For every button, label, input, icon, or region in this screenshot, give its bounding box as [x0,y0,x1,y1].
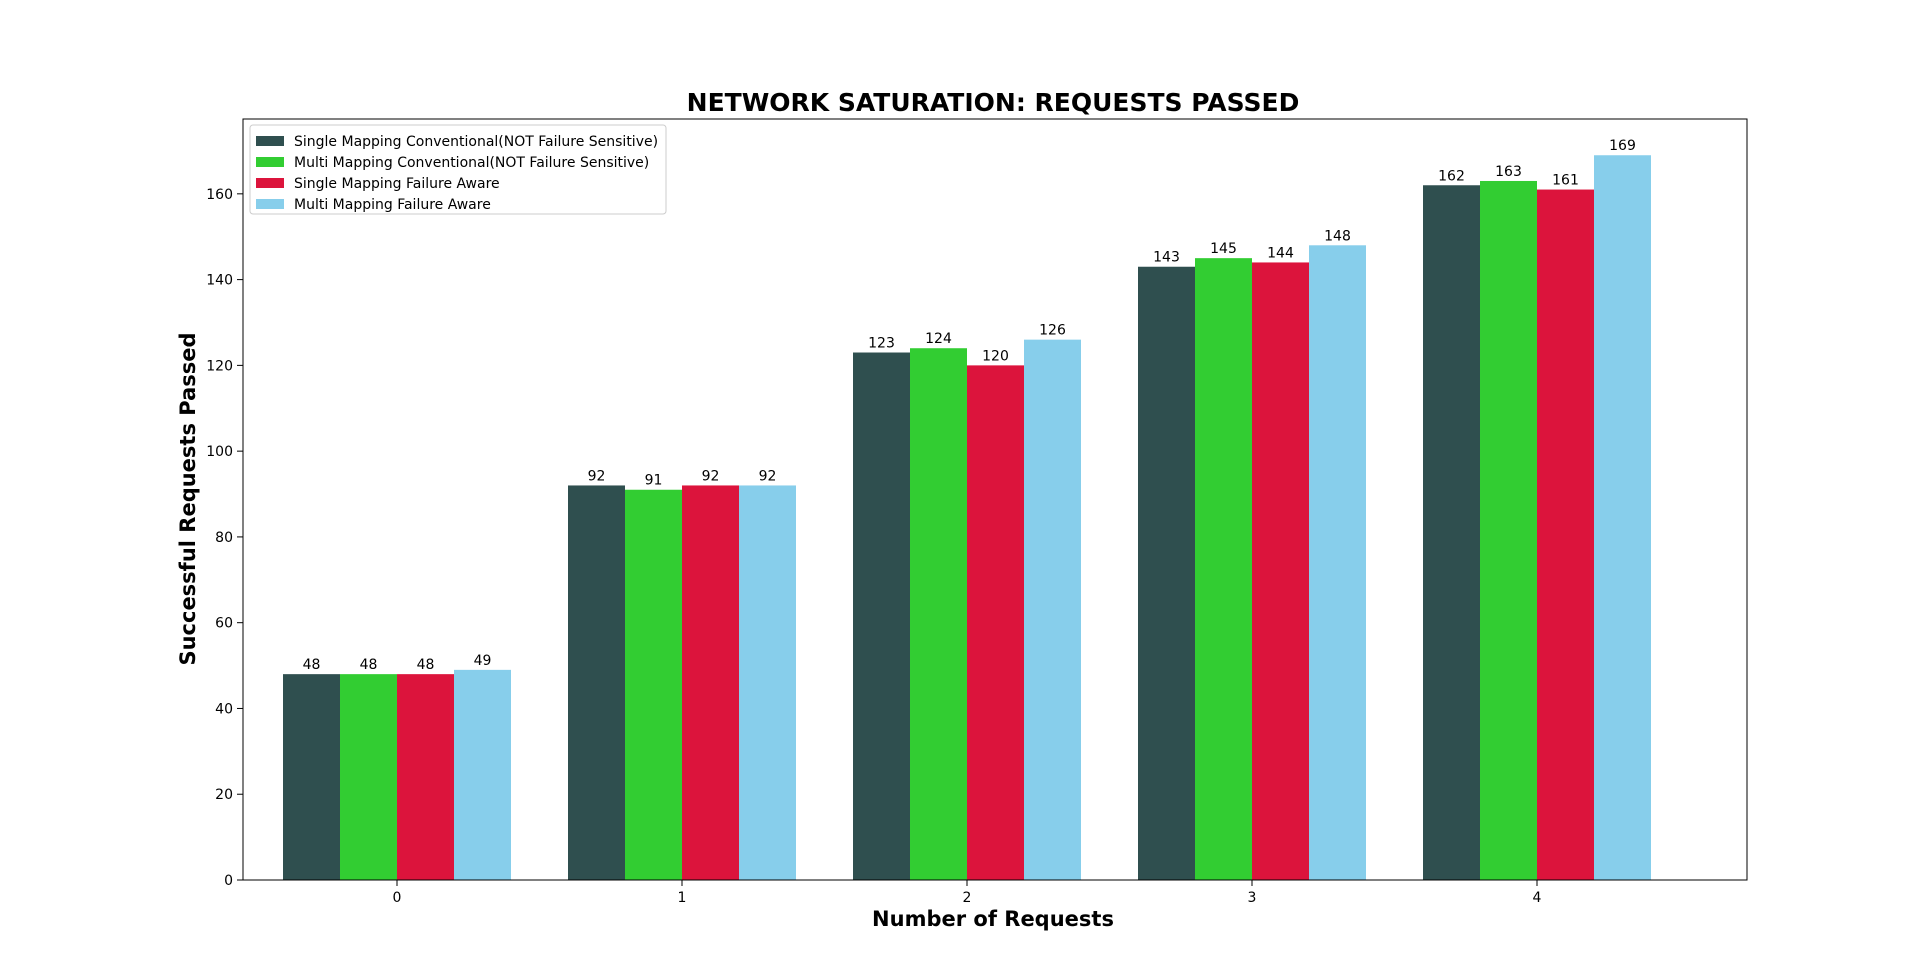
data-label: 161 [1552,173,1579,189]
bar [568,485,625,880]
plot-frame [242,118,1748,881]
bar [1252,262,1309,880]
legend-swatch [256,178,284,188]
data-label: 143 [1153,250,1180,266]
data-label: 48 [417,657,435,673]
bar [1138,266,1195,880]
y-tick-label: 0 [224,873,233,889]
bar [1423,185,1480,880]
data-label: 48 [360,657,378,673]
x-tick-label: 0 [393,890,402,906]
legend-entry: Multi Mapping Conventional(NOT Failure S… [294,155,649,171]
data-label: 123 [868,336,895,352]
x-tick-label: 4 [1533,890,1542,906]
bar [682,485,739,880]
data-label: 126 [1039,323,1066,339]
bar [1024,339,1081,880]
data-label: 92 [588,468,606,484]
y-axis-label: Successful Requests Passed [176,332,200,665]
data-label: 148 [1324,228,1351,244]
legend-box [249,124,667,215]
bar [283,674,340,880]
data-label: 162 [1438,168,1465,184]
data-label: 163 [1495,164,1522,180]
data-label: 92 [702,468,720,484]
bar [967,365,1024,880]
data-label: 124 [925,331,952,347]
x-tick-label: 2 [963,890,972,906]
bar [739,485,796,880]
bar [397,674,454,880]
legend-swatch [256,136,284,146]
legend-swatch [256,199,284,209]
bar [1480,180,1537,880]
chart-title: NETWORK SATURATION: REQUESTS PASSED [687,88,1300,117]
y-tick-label: 60 [215,616,233,632]
data-label: 48 [303,657,321,673]
data-label: 169 [1609,138,1636,154]
bar [625,489,682,880]
legend-entry: Single Mapping Conventional(NOT Failure … [294,134,658,150]
legend-swatch [256,157,284,167]
bar [1594,155,1651,880]
data-label: 144 [1267,245,1294,261]
x-tick-label: 1 [678,890,687,906]
bar [1537,189,1594,880]
data-label: 92 [759,468,777,484]
y-tick-label: 40 [215,701,233,717]
y-tick-label: 20 [215,787,233,803]
data-label: 120 [982,348,1009,364]
x-axis-label: Number of Requests [872,907,1114,931]
bar [454,669,511,880]
y-tick-label: 100 [206,444,233,460]
legend-entry: Single Mapping Failure Aware [294,176,500,192]
x-tick-label: 3 [1248,890,1257,906]
y-tick-label: 160 [206,187,233,203]
bar [910,348,967,880]
y-tick-label: 120 [206,358,233,374]
bar [1195,258,1252,881]
y-tick-label: 140 [206,273,233,289]
data-label: 91 [645,473,663,489]
y-tick-label: 80 [215,530,233,546]
bar [340,674,397,880]
bar [1309,245,1366,881]
legend: Single Mapping Conventional(NOT Failure … [249,124,667,215]
legend-entry: Multi Mapping Failure Aware [294,197,491,213]
bar [853,352,910,880]
data-label: 49 [474,653,492,669]
data-label: 145 [1210,241,1237,257]
